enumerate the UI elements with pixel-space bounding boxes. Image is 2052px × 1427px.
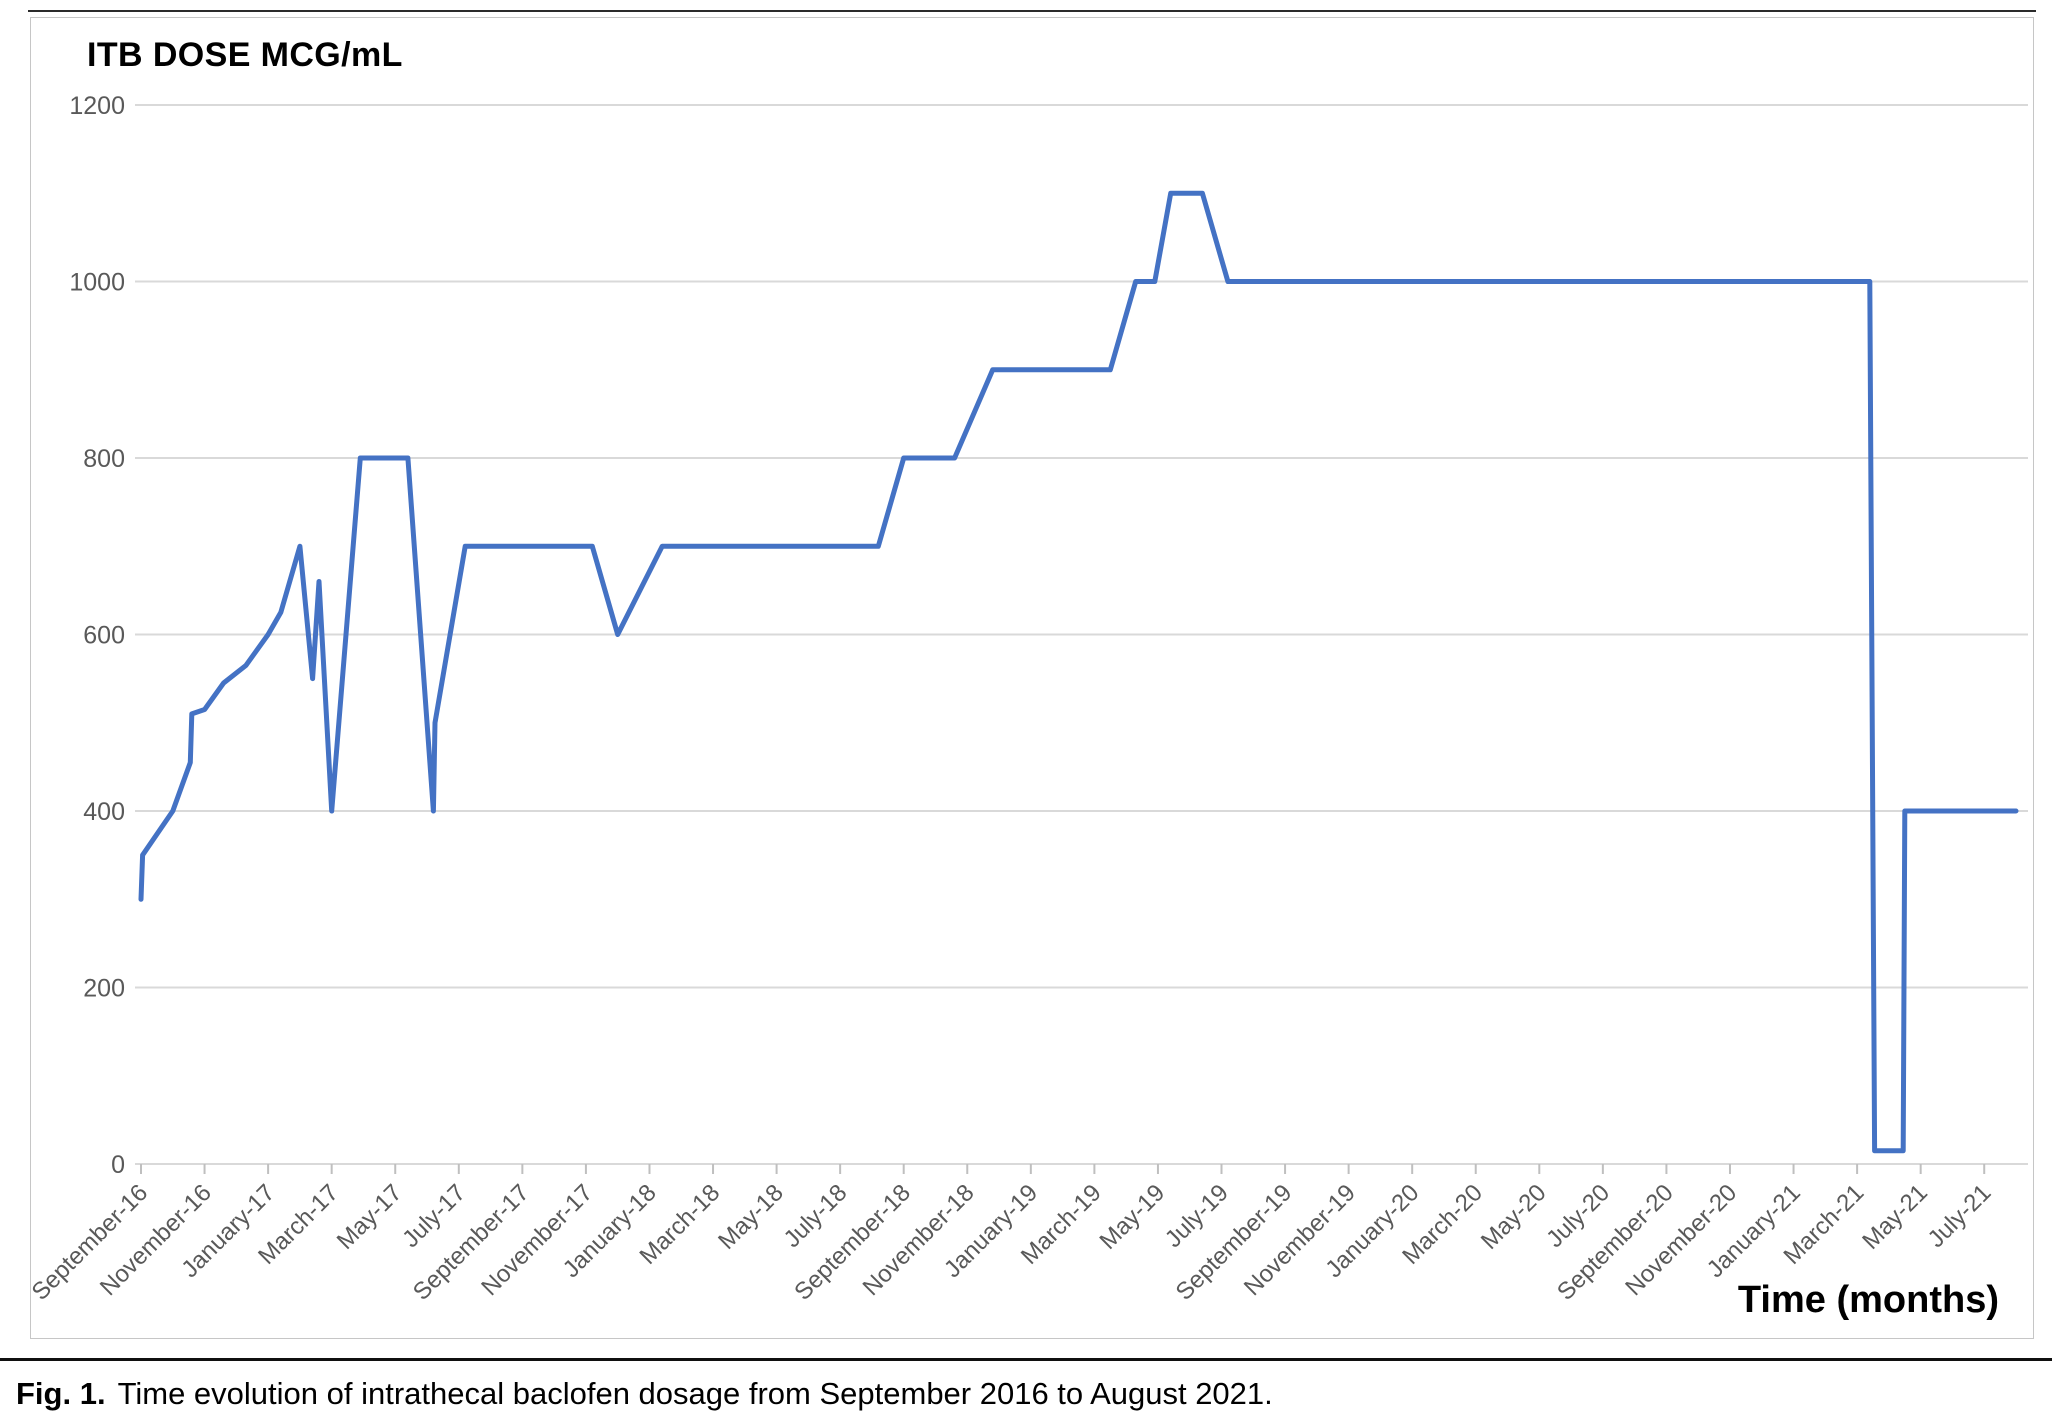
x-tick-label: November-16 — [95, 1179, 217, 1301]
x-tick-label: May-19 — [1095, 1179, 1171, 1255]
x-tick-label: November-20 — [1620, 1179, 1742, 1301]
x-tick-label: May-18 — [713, 1179, 789, 1255]
line-chart: 020040060080010001200September-16Novembe… — [31, 92, 2028, 1306]
x-tick-label: May-17 — [332, 1179, 408, 1255]
y-tick-label: 200 — [83, 975, 125, 1003]
caption-divider — [0, 1358, 2052, 1361]
y-tick-label: 0 — [111, 1151, 125, 1179]
top-divider — [28, 10, 2036, 12]
chart-title: ITB DOSE MCG/mL — [87, 36, 403, 74]
figure-caption-text: Time evolution of intrathecal baclofen d… — [117, 1376, 1273, 1411]
x-tick-label: November-18 — [858, 1179, 980, 1301]
y-tick-label: 600 — [83, 622, 125, 650]
y-tick-label: 800 — [83, 445, 125, 473]
y-tick-label: 400 — [83, 798, 125, 826]
x-tick-label: November-17 — [476, 1179, 598, 1301]
dose-line — [138, 190, 2019, 1154]
y-tick-label: 1000 — [69, 269, 125, 297]
figure-caption: Fig. 1. Time evolution of intrathecal bac… — [16, 1376, 1273, 1412]
x-tick-label: July-21 — [1923, 1179, 1997, 1253]
figure-caption-label: Fig. 1. — [16, 1376, 106, 1411]
y-tick-label: 1200 — [69, 92, 125, 120]
x-axis-title: Time (months) — [1737, 1279, 1999, 1321]
chart-panel: 0 200 400 600 800 1000 1200 September-16 Novembe… — [30, 17, 2034, 1339]
x-tick-label: May-21 — [1857, 1179, 1933, 1255]
x-tick-label: November-19 — [1239, 1179, 1361, 1301]
x-tick-label: May-20 — [1476, 1179, 1552, 1255]
